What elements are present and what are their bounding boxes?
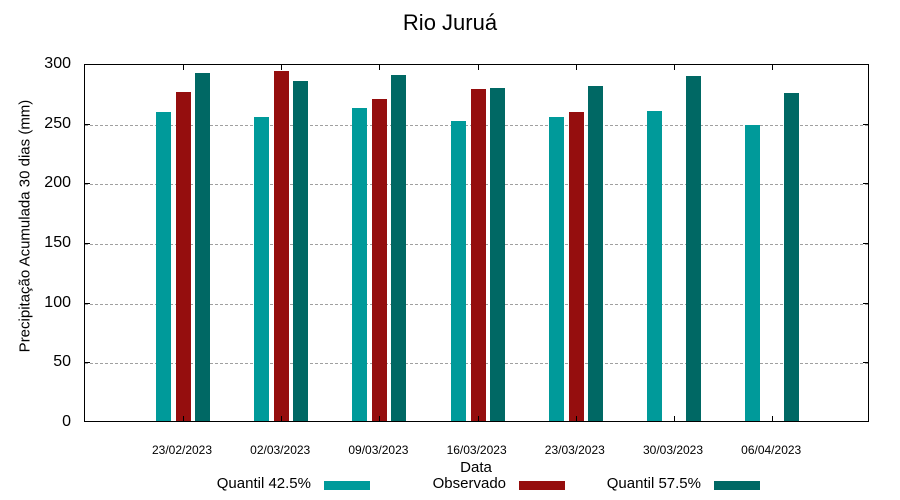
bar-observado [176, 91, 191, 421]
x-tick-label: 02/03/2023 [250, 443, 311, 457]
bar-quantil-42-5- [450, 121, 466, 421]
y-tick-mark [863, 362, 868, 364]
bar-observado [274, 71, 290, 421]
x-tick-mark [379, 65, 381, 70]
bar-quantil-42-5- [647, 110, 662, 421]
y-tick-mark [85, 302, 90, 304]
x-tick-label: 06/04/2023 [741, 443, 802, 457]
x-tick-label: 30/03/2023 [642, 443, 704, 457]
x-tick-label: 23/03/2023 [544, 443, 605, 457]
bar-quantil-57-5- [391, 74, 407, 421]
x-tick-mark [575, 65, 577, 70]
x-tick-mark [575, 416, 577, 421]
bar-quantil-57-5- [293, 80, 309, 421]
legend-swatch [324, 481, 370, 490]
bar-quantil-57-5- [195, 72, 210, 421]
y-tick-mark [863, 243, 868, 244]
plot-area [84, 64, 869, 422]
y-tick-label: 250 [44, 114, 71, 132]
x-tick-mark [674, 416, 675, 421]
legend-swatch [519, 481, 565, 490]
y-tick-label: 300 [44, 55, 71, 72]
x-tick-mark [674, 65, 675, 70]
y-tick-mark [85, 243, 90, 244]
bar-quantil-57-5- [587, 85, 603, 421]
x-axis-label: Data [460, 459, 492, 476]
legend-label: Quantil 42.5% [216, 475, 311, 492]
x-tick-label: 09/03/2023 [348, 443, 409, 457]
x-tick-mark [772, 65, 774, 70]
x-tick-mark [281, 65, 283, 70]
x-tick-label: 16/03/2023 [446, 443, 507, 457]
y-tick-mark [85, 362, 90, 364]
y-tick-mark [863, 302, 868, 304]
bar-quantil-57-5- [686, 76, 701, 421]
y-tick-mark [863, 183, 868, 185]
x-tick-mark [477, 65, 479, 70]
x-tick-mark [379, 416, 381, 421]
bar-quantil-42-5- [548, 116, 564, 421]
y-tick-label: 0 [62, 413, 71, 430]
bar-quantil-42-5- [254, 116, 270, 421]
y-tick-label: 100 [44, 293, 71, 311]
bar-quantil-42-5- [352, 108, 368, 421]
legend-swatch [714, 481, 760, 490]
bar-quantil-42-5- [156, 111, 171, 421]
x-tick-mark [281, 416, 283, 421]
y-tick-mark [85, 123, 90, 125]
bar-observado [372, 98, 388, 421]
chart-title: Rio Juruá [402, 10, 498, 35]
x-tick-mark [183, 416, 184, 421]
y-tick-label: 200 [44, 174, 71, 192]
bar-quantil-42-5- [745, 125, 761, 421]
y-tick-mark [863, 123, 868, 125]
x-tick-mark [477, 416, 479, 421]
bar-observado [470, 89, 486, 421]
x-tick-mark [772, 416, 774, 421]
y-tick-label: 50 [53, 353, 71, 371]
y-tick-mark [85, 183, 90, 185]
bar-quantil-57-5- [784, 92, 800, 421]
x-tick-mark [183, 65, 184, 70]
bar-observado [568, 111, 584, 421]
x-tick-label: 23/02/2023 [151, 443, 213, 457]
bar-quantil-57-5- [489, 88, 505, 421]
y-axis-label: Precipitação Acumulada 30 dias (mm) [16, 99, 34, 353]
y-tick-label: 150 [44, 234, 71, 251]
legend-label: Quantil 57.5% [606, 475, 701, 492]
legend-label: Observado [432, 475, 506, 492]
